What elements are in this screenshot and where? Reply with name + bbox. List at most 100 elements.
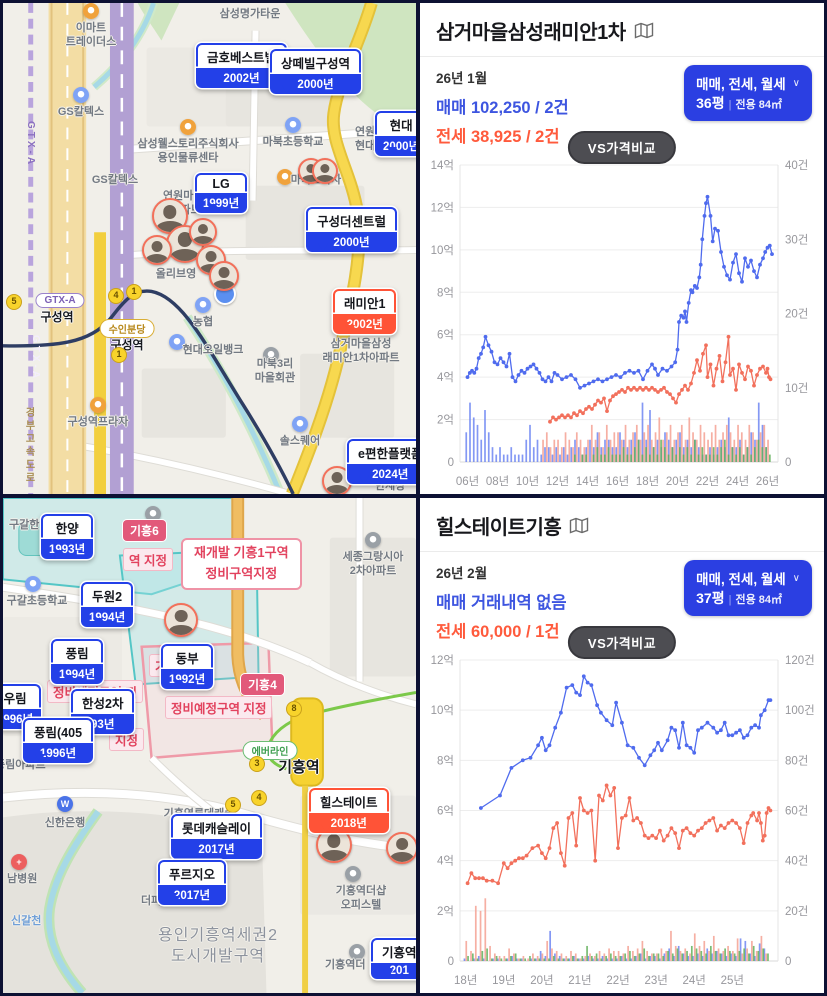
avatar-silhouette — [325, 485, 349, 494]
apt-marker[interactable]: 풍림(405 1996년 — [23, 718, 94, 763]
rail-line — [3, 289, 295, 494]
poi-icon — [180, 119, 196, 135]
trade-type-filter-button[interactable]: 매매, 전세, 월세 ∨ 36평 | 전용 84㎡ — [684, 65, 812, 121]
vs-compare-badge[interactable]: VS가격비교 — [567, 131, 677, 164]
avatar-marker[interactable] — [189, 218, 217, 246]
poi-icon — [145, 506, 161, 522]
folded-map-icon[interactable] — [569, 517, 589, 534]
avatar-marker[interactable] — [164, 603, 198, 637]
gtx-line — [28, 3, 134, 494]
redevelopment-zone-badge[interactable]: 기흥4 — [241, 674, 284, 695]
avatar-marker[interactable] — [312, 158, 338, 184]
trade-type-filter-button[interactable]: 매매, 전세, 월세 ∨ 37평 | 전용 84㎡ — [684, 560, 812, 616]
svg-text:10억: 10억 — [431, 704, 454, 717]
apt-marker[interactable]: 구성더센트럴 2000년 — [306, 207, 398, 252]
apt-marker[interactable]: 롯데캐슬레이 2017년 — [171, 814, 263, 859]
price-panel-hillstate: 힐스테이트기흥 26년 2월 매매 거래내역 없음 전세 60,000 / 1건… — [420, 498, 824, 993]
price-volume-chart[interactable]: 0 2억 4억 6억 8억 10억 12억 0 20건 40건 60건 80건 100건 120건 18년 1… — [420, 644, 824, 993]
marker-tail — [318, 243, 328, 261]
map-view-guseong[interactable]: 삼성명가타운 이마트 트레이더스 GS칼텍스 GS칼텍스 삼성웰스토리주식회사 용인물류센타… — [3, 3, 416, 494]
marker-tail — [321, 824, 331, 842]
svg-text:10건: 10건 — [785, 382, 808, 395]
poi-label: 용인기흥역세권2 도시개발구역 — [158, 927, 278, 965]
poi-icon — [25, 576, 41, 592]
apt-marker[interactable]: LG 1999년 — [195, 173, 248, 213]
redevelopment-zone-badge[interactable]: 지정 — [109, 728, 145, 751]
vs-compare-badge[interactable]: VS가격비교 — [567, 626, 677, 659]
avatar-silhouette — [205, 251, 217, 263]
chevron-down-icon: ∨ — [792, 77, 800, 89]
svg-text:26년: 26년 — [756, 475, 779, 488]
poi-label: 마북3리 마을회관 — [254, 358, 296, 385]
folded-map-icon[interactable] — [634, 22, 654, 39]
svg-text:40건: 40건 — [785, 159, 808, 172]
avatar-silhouette — [218, 267, 230, 279]
marker-tail — [170, 896, 180, 914]
marker-tail — [173, 680, 183, 698]
poi-icon — [195, 297, 211, 313]
poi-label: 신갈천 — [11, 915, 42, 927]
axis-labels: 0 2억 4억 6억 8억 10억 12억 14억 0 10건 20건 30건 40건 06년 08년 10년… — [431, 159, 809, 488]
poi-label: 기흥역더 — [325, 959, 366, 971]
apt-marker[interactable]: 풍림 1994년 — [51, 639, 104, 684]
svg-text:14년: 14년 — [576, 475, 599, 488]
chart-grid — [459, 164, 779, 463]
svg-text:120건: 120건 — [785, 654, 815, 667]
apt-marker[interactable]: e편한플랫폼2024년 — [347, 439, 416, 484]
svg-text:25년: 25년 — [721, 974, 744, 987]
avatar-silhouette — [212, 280, 236, 289]
chart-grid — [459, 659, 779, 962]
svg-text:2억: 2억 — [437, 905, 454, 918]
apt-marker[interactable]: 동부 1992년 — [161, 644, 214, 689]
svg-text:8억: 8억 — [437, 754, 454, 767]
apt-marker[interactable]: 한양 1993년 — [41, 514, 94, 559]
poi-label: 삼성웰스토리주식회사 용인물류센타 — [137, 138, 239, 165]
redevelopment-zone-badge[interactable]: 정비예정구역 지정 — [165, 696, 273, 719]
avatar-silhouette — [151, 241, 163, 253]
svg-text:21년: 21년 — [568, 974, 591, 987]
avatar-marker[interactable] — [316, 827, 352, 863]
svg-text:20건: 20건 — [785, 905, 808, 918]
map-view-giheung[interactable]: W+구갈한세종그랑시아2차아파트구갈초등학교풍림아파트신한은행신갈천남병원용인기… — [3, 498, 416, 993]
marker-tail — [282, 85, 292, 103]
exit-number-badge: 3 — [249, 756, 265, 772]
marker-tail — [53, 550, 63, 568]
marker-tail — [183, 850, 193, 868]
apt-marker[interactable]: 래미안1 2002년 — [333, 289, 397, 334]
volume-bars — [465, 402, 771, 462]
redevelopment-zone-badge[interactable]: 역 지정 — [123, 548, 173, 571]
svg-text:23년: 23년 — [644, 974, 667, 987]
svg-text:80건: 80건 — [785, 754, 808, 767]
apt-marker[interactable]: 푸르지오 2017년 — [158, 860, 227, 905]
svg-text:12억: 12억 — [431, 201, 454, 214]
transit-line-badge: 수인분당 — [99, 319, 155, 338]
svg-text:22년: 22년 — [606, 974, 629, 987]
poi-label: 농협 — [192, 316, 214, 328]
svg-text:24년: 24년 — [726, 475, 749, 488]
marker-tail — [93, 618, 103, 636]
marker-tail — [35, 754, 45, 772]
exit-number-badge: 5 — [225, 797, 241, 813]
apt-marker[interactable]: 두원2 1994년 — [81, 582, 134, 627]
redevelopment-zone-badge[interactable]: 기흥6 — [123, 520, 166, 541]
apt-marker[interactable]: 힐스테이트 2018년 — [309, 788, 389, 833]
exit-number-badge: 5 — [6, 294, 22, 310]
avatar-marker[interactable] — [209, 261, 239, 291]
avatar-silhouette — [163, 205, 177, 219]
apt-marker[interactable]: 현대 2000년 — [375, 111, 416, 156]
avatar-marker[interactable] — [386, 832, 416, 864]
avatar-silhouette — [301, 174, 321, 182]
apt-marker[interactable]: 상떼빌구성역 2000년 — [270, 49, 362, 94]
volume-bars — [463, 898, 769, 961]
apt-marker[interactable]: 기흥역 201 — [371, 938, 416, 979]
transit-line-badge: 에버라인 — [242, 741, 298, 760]
redevelopment-zone-badge[interactable]: 재개발 기흥1구역 정비구역지정 — [181, 538, 302, 590]
avatar-silhouette — [396, 838, 408, 851]
avatar-silhouette — [174, 609, 188, 623]
svg-text:24년: 24년 — [683, 974, 706, 987]
price-volume-chart[interactable]: 0 2억 4억 6억 8억 10억 12억 14억 0 10건 20건 30건 40건 06년 08년 10년… — [420, 149, 824, 494]
avatar-marker[interactable] — [142, 235, 172, 265]
road-name-label: GTX-A — [25, 121, 36, 168]
jeonse-price-line — [548, 334, 773, 424]
poi-icon — [365, 532, 381, 548]
